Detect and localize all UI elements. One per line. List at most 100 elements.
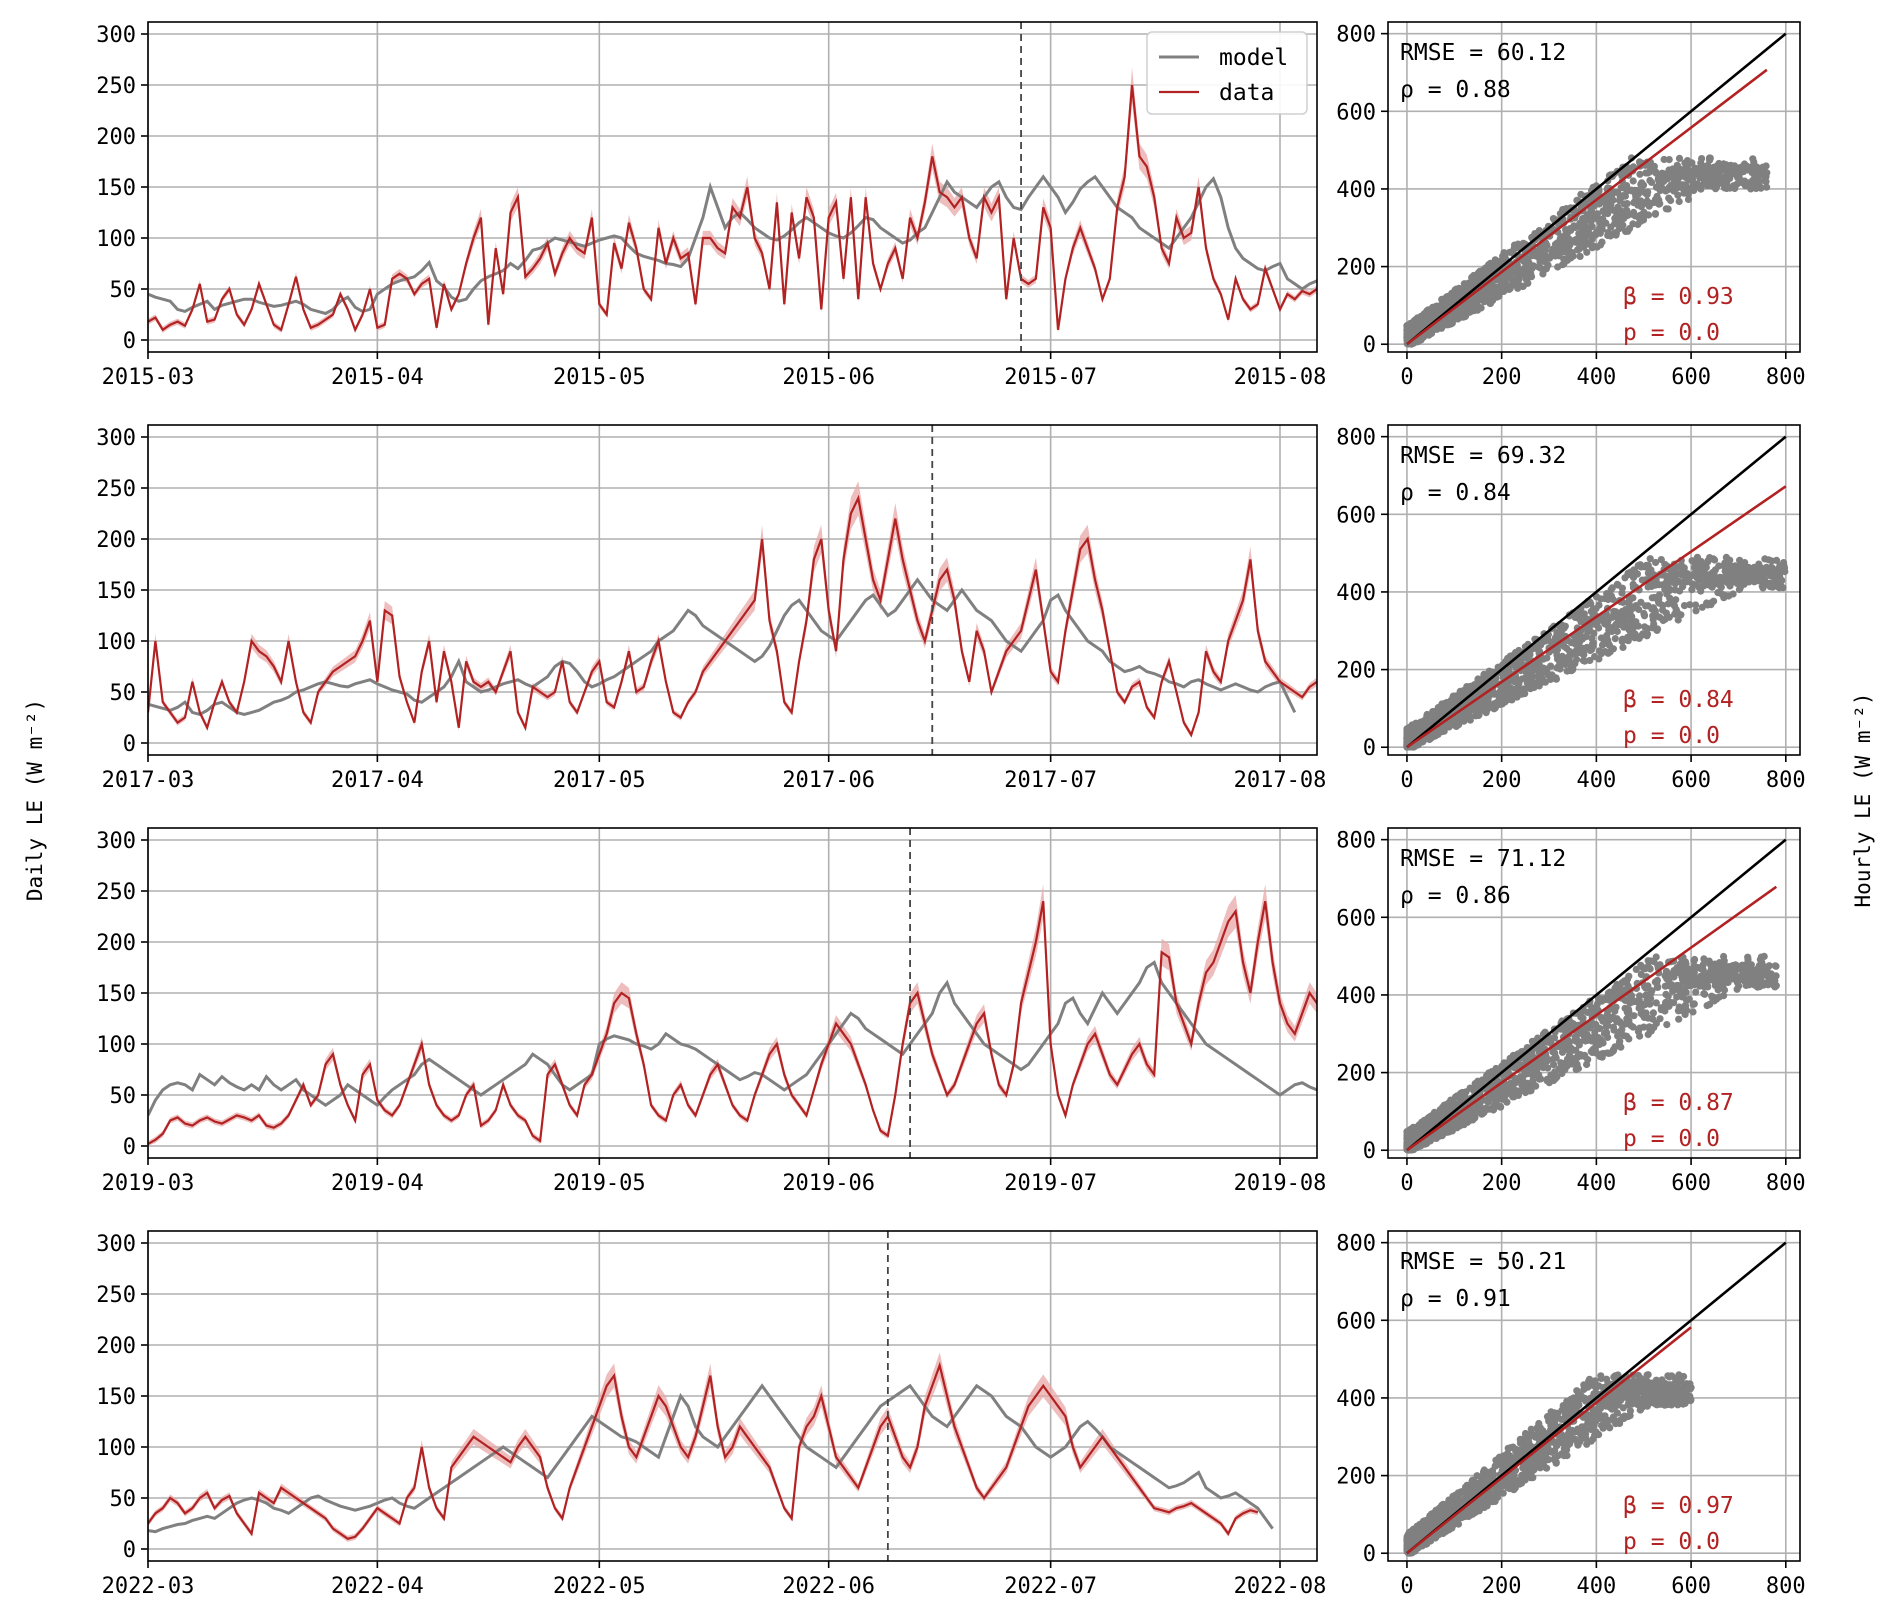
x-tick-label: 2022-05: [553, 1574, 646, 1599]
scatter-point: [1616, 610, 1624, 618]
scatter-point: [1563, 229, 1571, 237]
scatter-point: [1552, 675, 1560, 683]
scatter-point: [1452, 722, 1460, 731]
scatter-point: [1583, 643, 1591, 652]
scatter-point: [1663, 580, 1671, 589]
y-tick-label: 800: [1336, 426, 1376, 451]
scatter-point: [1644, 188, 1652, 196]
scatter-point: [1596, 229, 1604, 237]
scatter-point: [1464, 281, 1472, 290]
scatter-point: [1625, 1008, 1633, 1016]
scatter-point: [1598, 238, 1606, 246]
scatter-point: [1619, 643, 1627, 652]
scatter-point: [1675, 197, 1683, 206]
scatter-point: [1529, 262, 1537, 270]
x-tick-label: 2022-04: [331, 1574, 424, 1599]
scatter-point: [1713, 579, 1721, 587]
x-tick-label: 800: [1766, 768, 1806, 793]
scatter-point: [1662, 205, 1670, 213]
scatter-point: [1635, 198, 1643, 206]
y-tick-label: 200: [1336, 659, 1376, 684]
x-tick-label: 2015-04: [331, 365, 424, 390]
scatter-point: [1542, 1053, 1550, 1061]
scatter-point: [1618, 637, 1626, 646]
scatter-point: [1497, 282, 1505, 290]
scatter-point: [1778, 576, 1786, 585]
scatter-point: [1638, 576, 1646, 584]
scatter-point: [1598, 997, 1606, 1005]
scatter-point: [1634, 634, 1643, 642]
scatter-point: [1429, 303, 1437, 311]
scatter-point: [1522, 668, 1530, 677]
scatter-point: [1614, 214, 1622, 222]
scatter-point: [1652, 999, 1660, 1007]
scatter-point: [1576, 644, 1584, 652]
y-tick-label: 0: [1363, 1139, 1376, 1164]
scatter-point: [1403, 727, 1411, 735]
scatter-point: [1558, 652, 1566, 661]
scatter-point: [1647, 957, 1655, 965]
scatter-point: [1578, 635, 1586, 643]
scatter-point: [1764, 579, 1772, 588]
one-to-one-line: [1406, 32, 1787, 346]
scatter-point: [1440, 1102, 1448, 1110]
scatter-point: [1566, 661, 1575, 669]
x-tick-label: 600: [1671, 365, 1711, 390]
y-tick-label: 250: [96, 1283, 136, 1308]
rmse-annotation: RMSE = 69.32: [1400, 443, 1566, 469]
x-tick-label: 2017-07: [1004, 768, 1097, 793]
scatter-point: [1571, 640, 1580, 648]
scatter-point: [1473, 1472, 1481, 1480]
scatter-point: [1537, 264, 1545, 272]
scatter-point: [1601, 648, 1609, 656]
scatter-point: [1427, 1121, 1435, 1129]
scatter-point: [1480, 670, 1488, 679]
scatter-point: [1543, 654, 1551, 662]
scatter-point: [1443, 702, 1451, 711]
plot-area: [148, 67, 1317, 333]
scatter-point: [1478, 1076, 1486, 1084]
scatter-point: [1640, 1013, 1648, 1022]
scatter-point: [1601, 595, 1609, 603]
scatter-point: [1665, 572, 1673, 580]
x-tick-label: 600: [1671, 1171, 1711, 1196]
scatter-point: [1750, 167, 1759, 175]
scatter-point: [1597, 1013, 1605, 1021]
model-series-line: [148, 960, 1317, 1117]
scatter-point: [1695, 964, 1703, 972]
scatter-point: [1450, 1123, 1458, 1131]
y-tick-label: 600: [1336, 503, 1376, 528]
scatter-point: [1690, 1000, 1698, 1008]
scatter-point: [1663, 969, 1671, 978]
y-tick-label: 150: [96, 982, 136, 1007]
scatter-point: [1624, 982, 1632, 990]
y-tick-label: 150: [96, 1385, 136, 1410]
scatter-point: [1554, 263, 1562, 271]
scatter-point: [1720, 986, 1729, 994]
scatter-point: [1434, 704, 1442, 712]
scatter-point: [1706, 571, 1714, 579]
scatter-point: [1653, 192, 1661, 200]
axes-frame: [147, 1230, 1318, 1562]
data-uncertainty-band: [148, 67, 1317, 333]
scatter-point: [1673, 993, 1681, 1001]
scatter-point: [1666, 982, 1674, 990]
plot-area: [148, 481, 1317, 738]
axes-frame: [1387, 424, 1801, 756]
scatter-point: [1611, 1007, 1619, 1015]
scatter-point: [1610, 1026, 1618, 1034]
y-tick-label: 250: [96, 477, 136, 502]
scatter-point: [1731, 961, 1739, 969]
x-tick-label: 800: [1766, 1574, 1806, 1599]
scatter-point: [1723, 179, 1731, 187]
scatter-point: [1756, 983, 1764, 991]
scatter-point: [1655, 200, 1663, 208]
scatter-point: [1507, 685, 1515, 693]
scatter-point: [1613, 580, 1621, 589]
scatter-point: [1705, 174, 1713, 183]
scatter-point: [1595, 601, 1603, 609]
scatter-point: [1646, 555, 1654, 563]
scatter-point: [1733, 985, 1741, 993]
plot-area: [148, 1352, 1274, 1542]
